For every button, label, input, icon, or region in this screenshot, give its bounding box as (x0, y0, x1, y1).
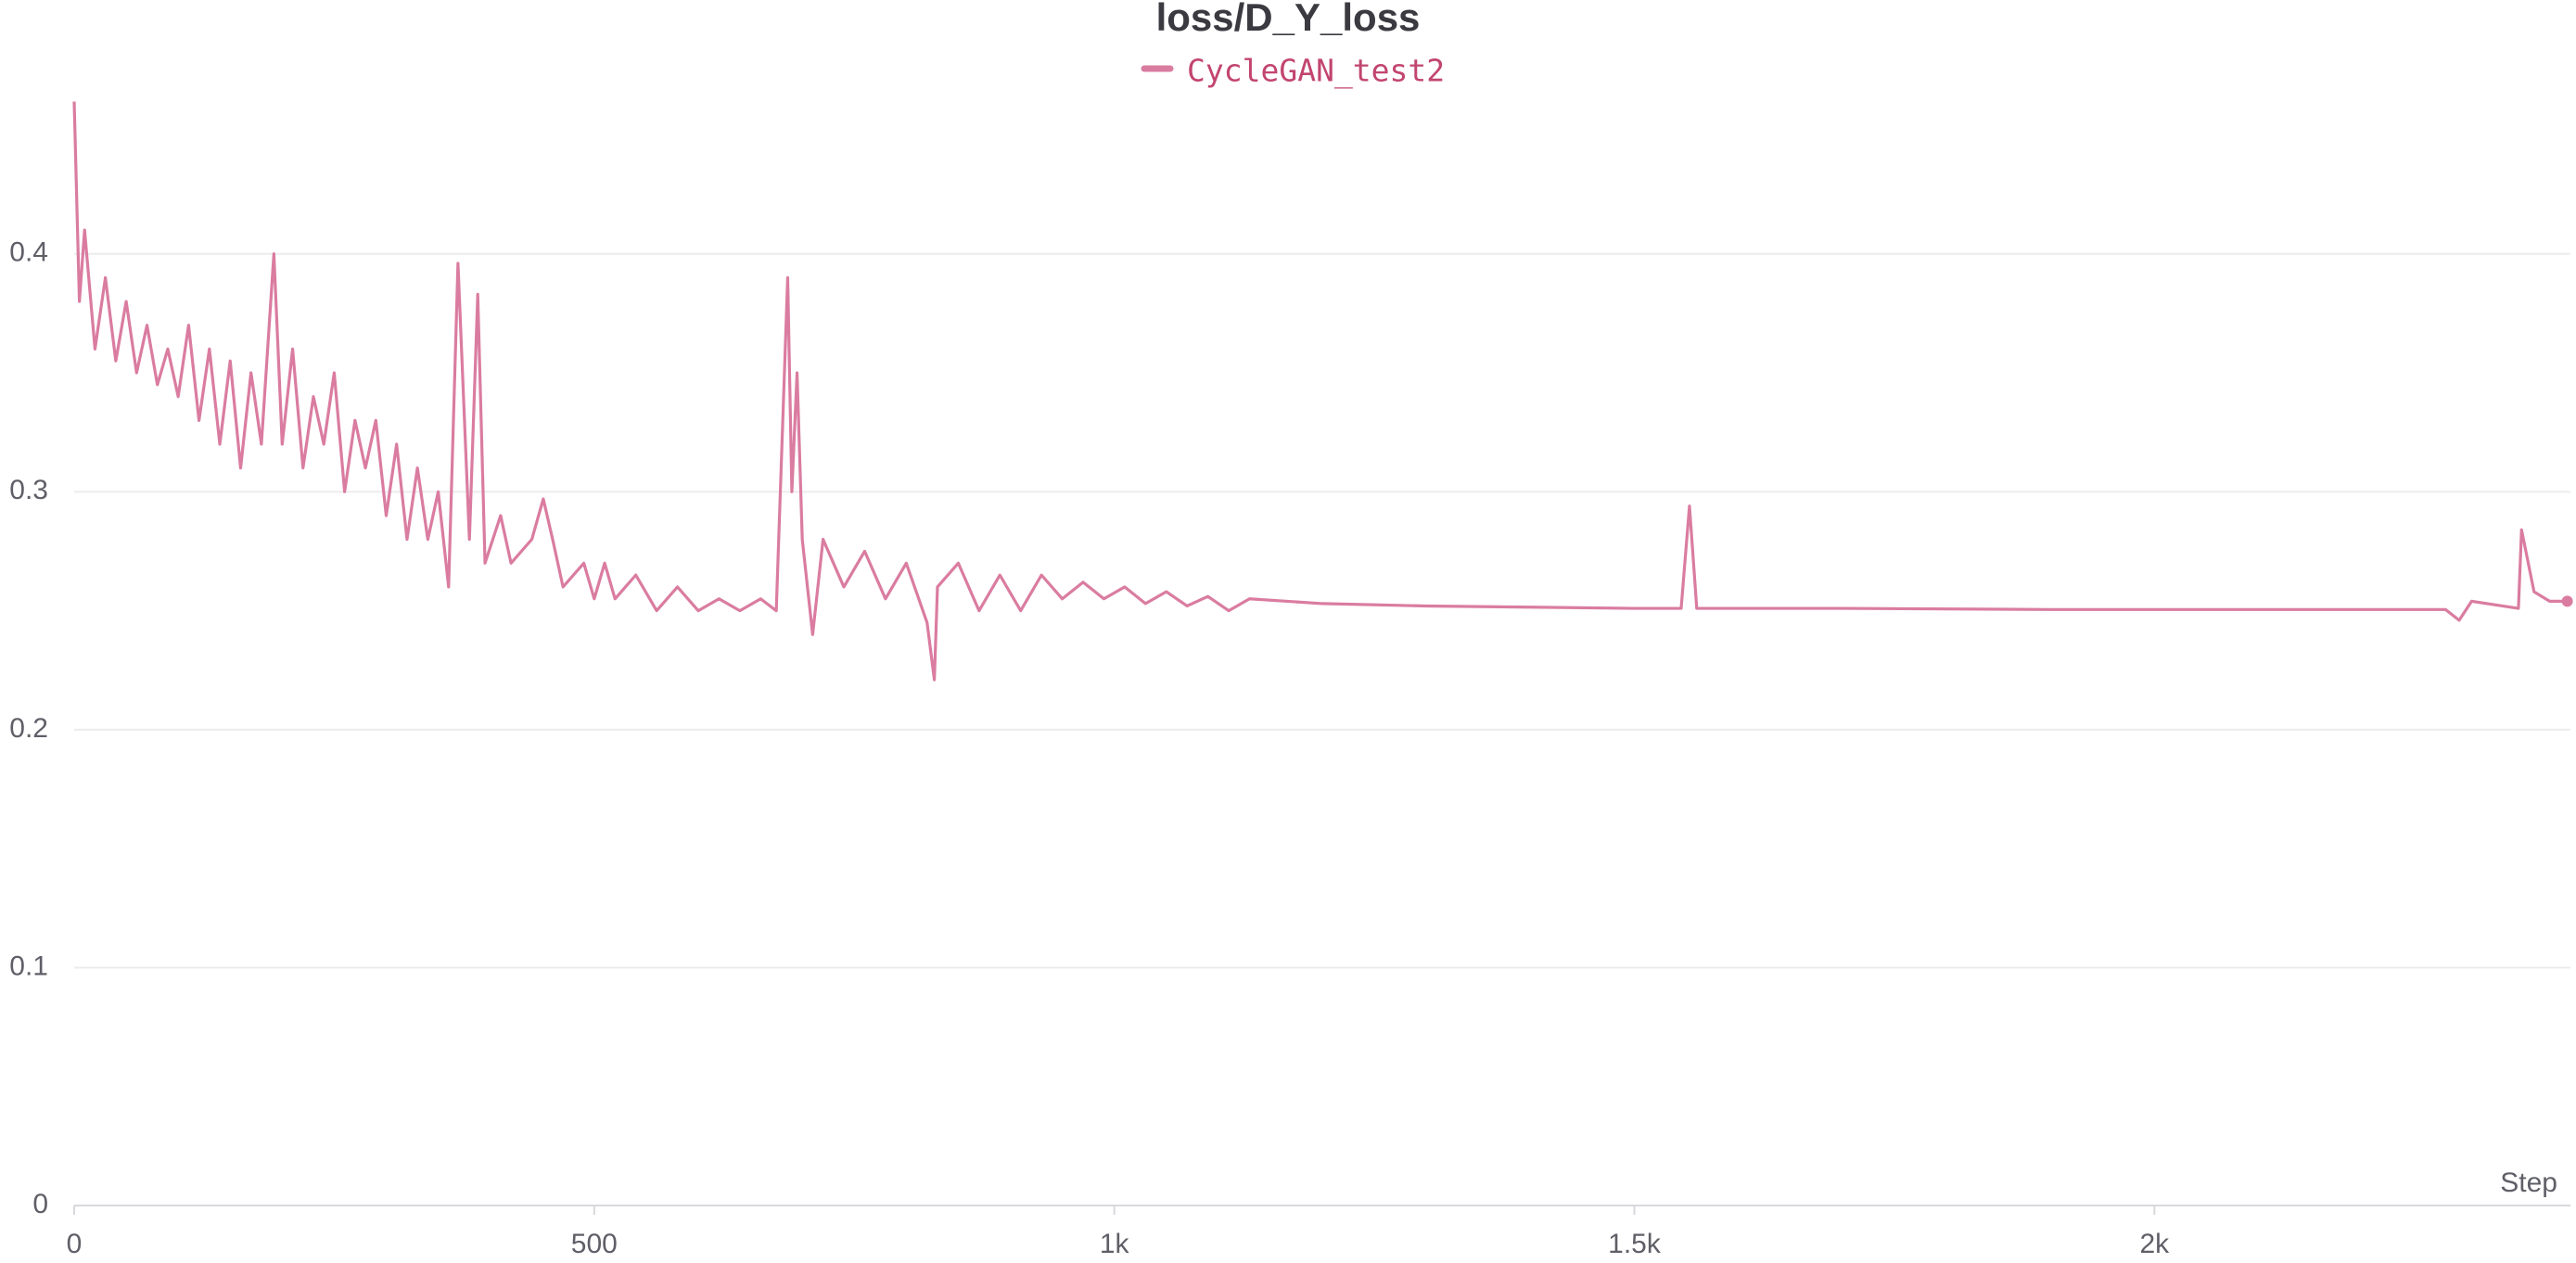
x-axis-label: Step (2500, 1167, 2557, 1198)
y-tick-label: 0.1 (9, 950, 48, 981)
y-tick-label: 0.2 (9, 713, 48, 744)
x-tick-label: 2k (2139, 1229, 2170, 1259)
chart-title: loss/D_Y_loss (1156, 0, 1421, 39)
x-tick-label: 0 (67, 1229, 83, 1259)
y-tick-label: 0.4 (9, 237, 48, 268)
x-tick-label: 1.5k (1608, 1229, 1662, 1259)
last-point (2561, 595, 2573, 607)
series-line (72, 101, 2568, 682)
x-tick-label: 500 (571, 1229, 618, 1259)
y-tick-label: 0 (32, 1189, 48, 1219)
legend-label[interactable]: CycleGAN_test2 (1187, 53, 1445, 90)
y-tick-label: 0.3 (9, 475, 48, 505)
x-tick-label: 1k (1100, 1229, 1130, 1259)
